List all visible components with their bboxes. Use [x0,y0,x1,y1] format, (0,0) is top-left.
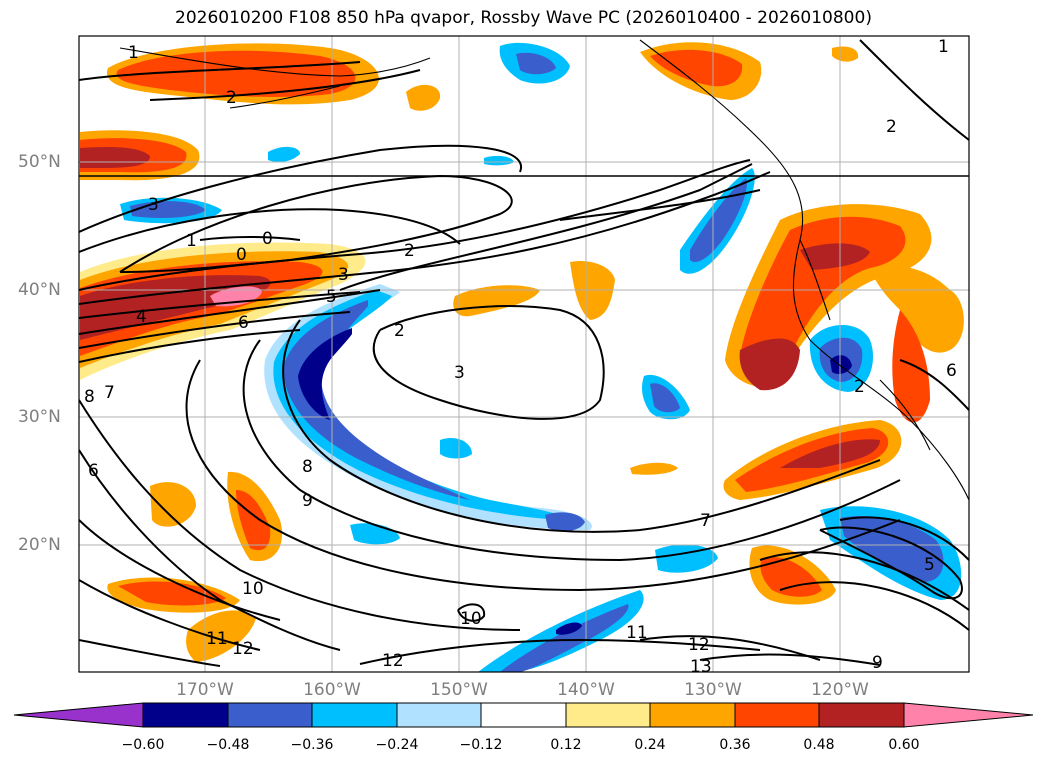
contour-label: 8 [84,387,95,407]
contour-label: 13 [690,657,712,677]
contour-label: 6 [238,313,249,333]
colorbar-segment [142,702,229,728]
contour-label: 12 [232,639,254,659]
lon-label: 170°W [176,680,234,700]
contour-label: 6 [88,461,99,481]
contour-label: 2 [854,377,865,397]
colorbar-extend-max [903,702,1034,728]
contour-label: 0 [262,229,273,249]
colorbar-tick: −0.36 [290,737,334,753]
contour-label: 10 [242,579,264,599]
contour-label: 5 [326,287,337,307]
contour-label: 7 [104,383,115,403]
contour-label: 2 [404,241,415,261]
lat-label: 30°N [18,407,61,427]
coastlines [79,39,969,501]
contour-lines [79,39,969,667]
map-frame [78,35,970,673]
map-title: 2026010200 F108 850 hPa qvapor, Rossby W… [175,8,872,28]
contour-label: 11 [626,623,648,643]
contour-label: 7 [700,511,711,531]
colorbar-tick: −0.48 [206,737,250,753]
contour-label: 9 [872,653,883,673]
colorbar-segment [396,702,482,728]
contour-label: 2 [394,321,405,341]
colorbar-segment [480,702,567,728]
contour-label: 2 [226,88,237,108]
lon-label: 130°W [684,680,742,700]
contour-label: 5 [924,555,935,575]
contour-label: 1 [938,37,949,57]
colorbar-tick: −0.60 [121,737,165,753]
lon-label: 140°W [557,680,615,700]
contour-label: 6 [946,361,957,381]
colorbar-tick: 0.24 [634,737,666,753]
contour-label: 4 [136,307,147,327]
lat-label: 40°N [18,280,61,300]
contour-label: 1 [128,43,139,63]
colorbar-segment [565,702,651,728]
colorbar-segment [649,702,736,728]
contour-label: 10 [460,609,482,629]
colorbar-segment [311,702,398,728]
colorbar-tick: 0.48 [803,737,835,753]
colorbar-segment [818,702,905,728]
colorbar-extend-min [13,702,144,728]
colorbar [13,702,1034,728]
lon-label: 160°W [303,680,361,700]
lon-label: 150°W [430,680,488,700]
contour-label: 12 [382,651,404,671]
lat-label: 20°N [18,535,61,555]
lon-label: 120°W [811,680,869,700]
contour-label: 3 [148,195,159,215]
colorbar-tick: 0.36 [719,737,751,753]
colorbar-tick: 0.12 [550,737,582,753]
colorbar-tick: −0.24 [375,737,419,753]
contour-label: 1 [186,231,197,251]
contour-label: 3 [454,363,465,383]
lat-label: 50°N [18,152,61,172]
contour-label: 11 [206,629,228,649]
colorbar-segment [734,702,820,728]
colorbar-tick: −0.12 [459,737,503,753]
contour-label: 0 [236,245,247,265]
contour-label: 9 [302,491,313,511]
contour-label: 3 [338,265,349,285]
contour-label: 12 [688,635,710,655]
colorbar-segment [227,702,313,728]
contour-label: 2 [886,117,897,137]
contour-label: 8 [302,457,313,477]
shaded-field [80,42,964,672]
graticule [79,36,969,672]
colorbar-tick: 0.60 [888,737,920,753]
